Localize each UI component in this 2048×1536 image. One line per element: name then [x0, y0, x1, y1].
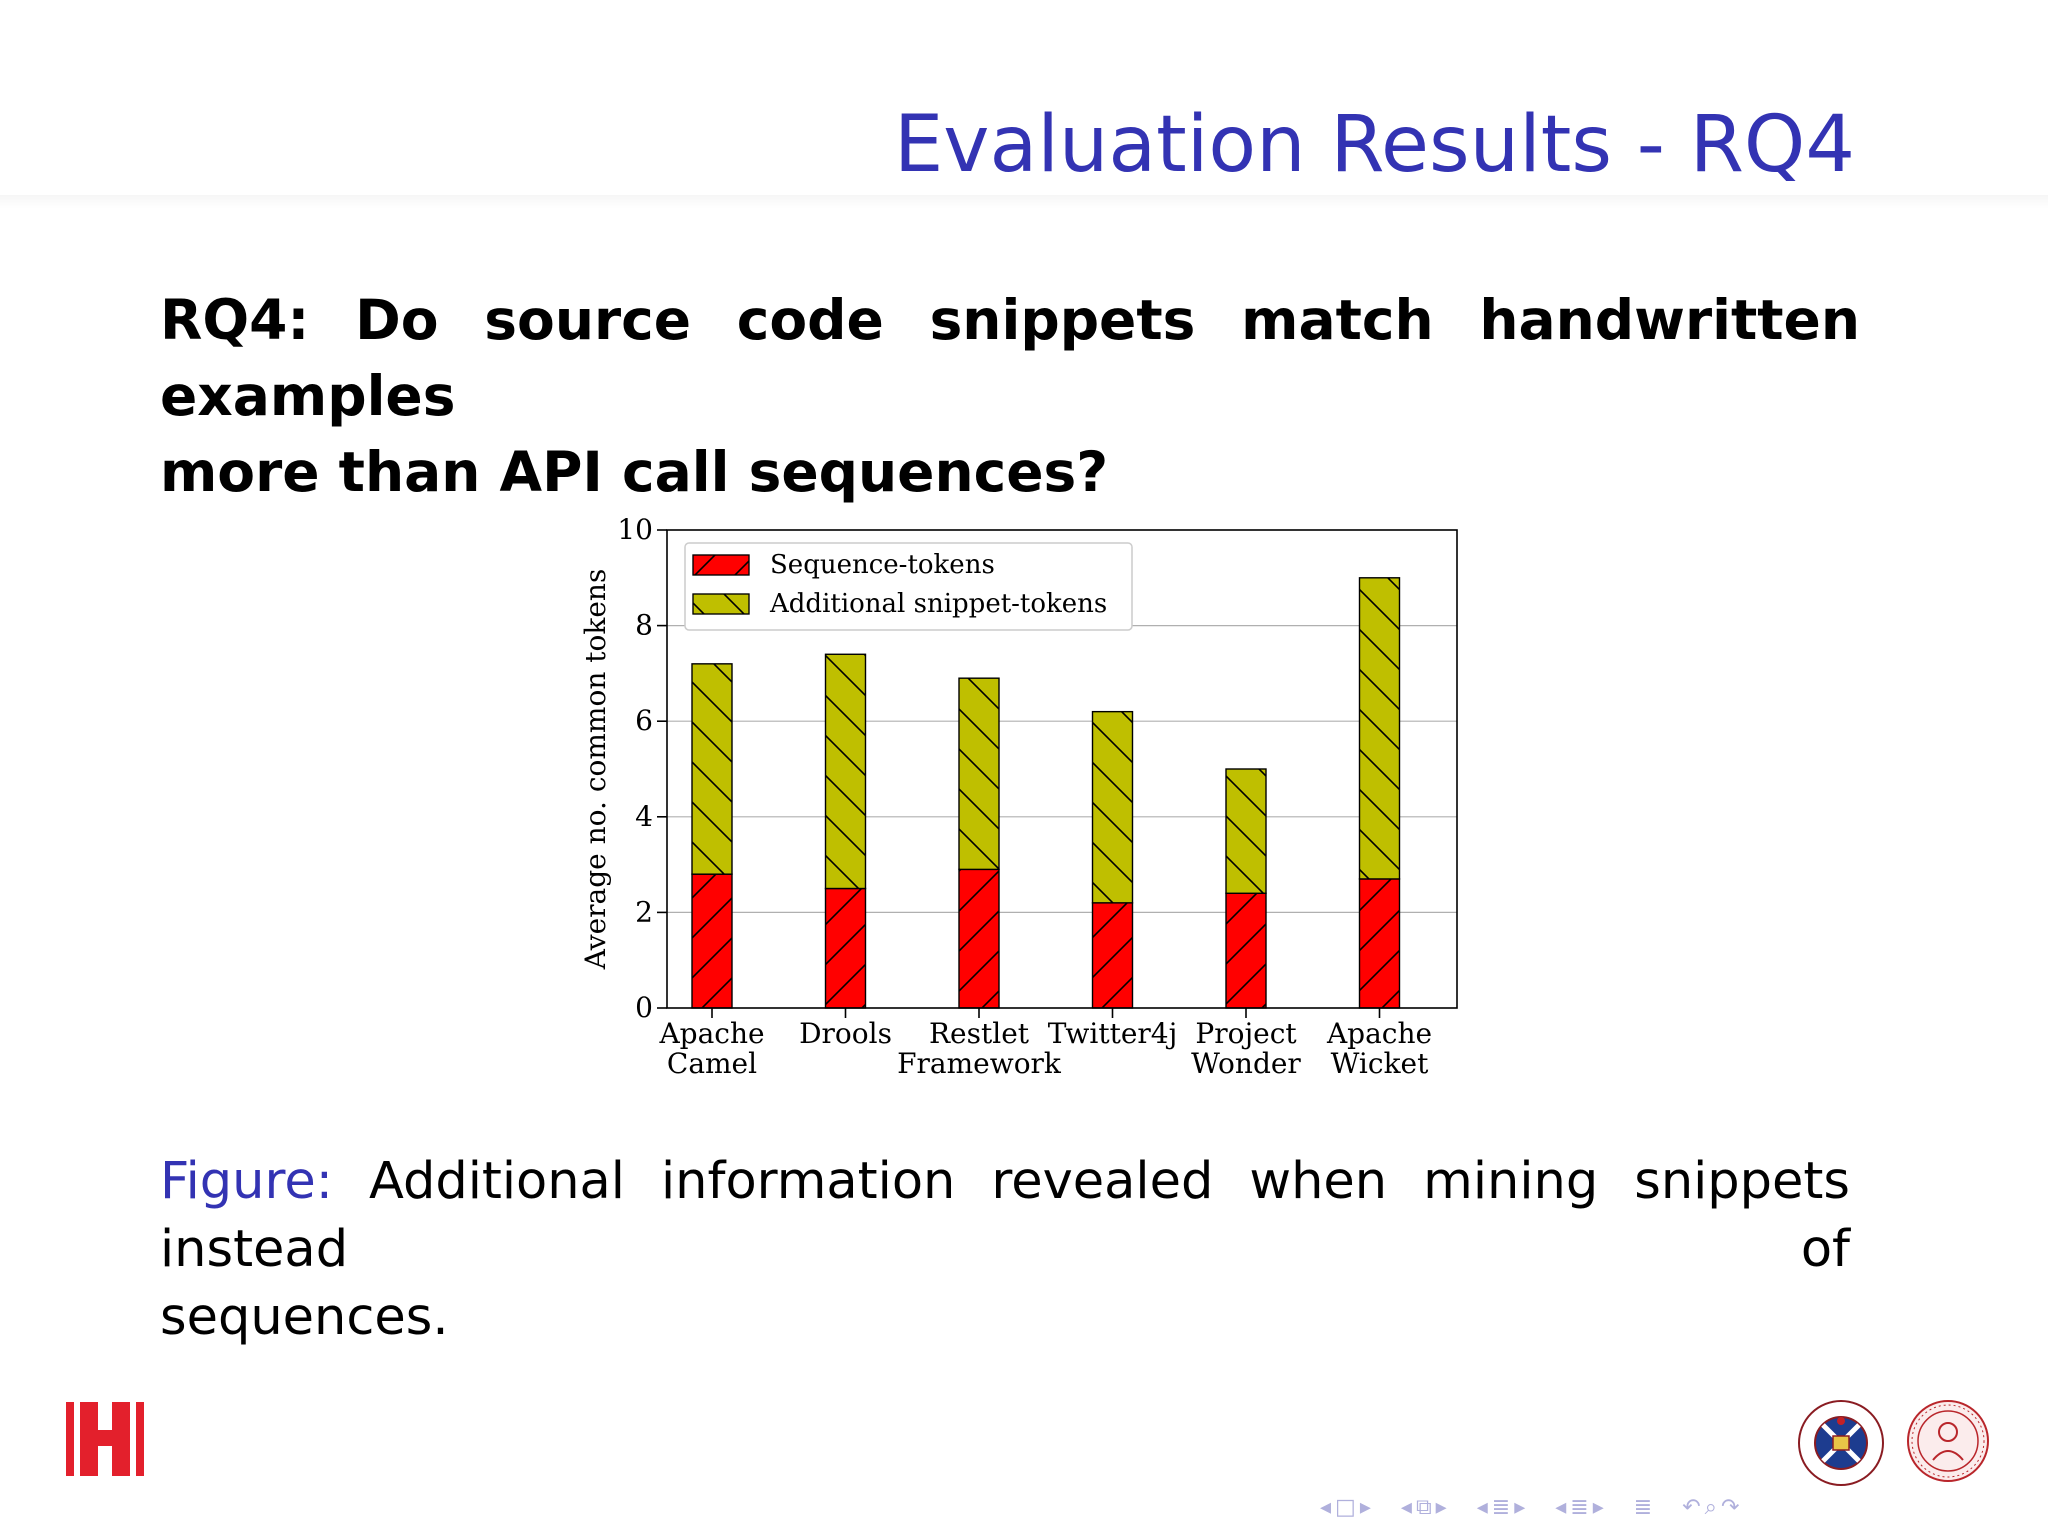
nav-next-icon[interactable]: ▸	[1514, 1494, 1526, 1520]
university-of-edinburgh-seal-icon	[1798, 1400, 1884, 1486]
y-tick-label: 8	[635, 609, 653, 642]
x-tick-label: Camel	[667, 1047, 757, 1080]
appendix-nav: ≣	[1634, 1495, 1652, 1520]
legend-label-snippet: Additional snippet-tokens	[769, 589, 1107, 619]
nav-next-icon[interactable]: ▸	[1435, 1494, 1447, 1520]
legend-swatch-snippet-hatch	[692, 593, 750, 615]
back-icon[interactable]: ↶	[1682, 1494, 1701, 1520]
subsection-icon[interactable]: ≣	[1570, 1494, 1589, 1520]
document-nav: ◂ ≣ ▸	[1555, 1495, 1604, 1520]
y-tick-label: 10	[617, 513, 653, 546]
bar-sequence-tokens-hatch	[824, 887, 867, 1009]
hilton-logo	[66, 1402, 144, 1476]
y-tick-label: 2	[635, 895, 653, 928]
x-tick-label: Framework	[897, 1047, 1062, 1080]
nav-next-icon[interactable]: ▸	[1359, 1494, 1371, 1520]
figure-caption: Figure: Additional information revealed …	[160, 1148, 1850, 1352]
research-question: RQ4: Do source code snippets match handw…	[160, 282, 1860, 510]
x-tick-label: Twitter4j	[1048, 1017, 1178, 1050]
beamer-navigation: ◂ □ ▸ ◂ ⧉ ▸ ◂ ≣ ▸ ◂ ≣ ▸ ≣ ↶ ⌕ ↷	[1320, 1490, 2030, 1524]
frame-nav: ◂ □ ▸	[1320, 1495, 1371, 1520]
forward-icon[interactable]: ↷	[1720, 1494, 1740, 1520]
question-line-2: more than API call sequences?	[160, 440, 1109, 504]
bars	[691, 577, 1401, 1009]
question-line-1: RQ4: Do source code snippets match handw…	[160, 288, 1860, 428]
x-tick-label: Wicket	[1331, 1047, 1429, 1080]
title-shadow	[0, 195, 2048, 209]
caption-line-1: Additional information revealed when min…	[160, 1152, 1850, 1279]
section-nav: ◂ ≣ ▸	[1477, 1495, 1526, 1520]
y-tick-label: 6	[635, 704, 653, 737]
section-icon[interactable]: ≣	[1491, 1494, 1511, 1520]
aristotle-university-seal-icon	[1907, 1400, 1989, 1482]
y-ticks: 0 2 4 6 8 10	[617, 513, 667, 1024]
nav-prev-icon[interactable]: ◂	[1400, 1494, 1412, 1520]
bar-snippet-tokens-hatch	[1091, 710, 1134, 904]
bar-snippet-tokens-hatch	[824, 653, 867, 890]
plot-frame	[666, 529, 1458, 1009]
nav-prev-icon[interactable]: ◂	[1476, 1494, 1488, 1520]
nav-prev-icon[interactable]: ◂	[1555, 1494, 1567, 1520]
nav-next-icon[interactable]: ▸	[1592, 1494, 1604, 1520]
bar-sequence-tokens-hatch	[1091, 902, 1134, 1009]
bar-sequence-tokens-hatch	[1358, 878, 1401, 1009]
appendix-icon[interactable]: ≣	[1633, 1494, 1653, 1520]
x-tick-label: Wonder	[1191, 1047, 1301, 1080]
legend: Sequence-tokens Additional snippet-token…	[684, 542, 1133, 631]
y-tick-label: 0	[635, 991, 653, 1024]
bar-sequence-tokens-hatch	[958, 868, 1000, 1009]
x-tick-label: Drools	[799, 1017, 892, 1050]
bar-snippet-tokens-hatch	[1225, 768, 1267, 894]
y-tick-label: 4	[635, 800, 653, 833]
subsection-nav: ◂ ⧉ ▸	[1401, 1495, 1447, 1520]
bar-snippet-tokens-hatch	[958, 677, 1000, 871]
x-tick-label: Apache	[658, 1017, 764, 1050]
search-icon[interactable]: ⌕	[1704, 1494, 1717, 1520]
legend-swatch-sequence-hatch	[692, 554, 750, 576]
x-tick-label: Restlet	[929, 1017, 1030, 1050]
back-search-nav: ↶ ⌕ ↷	[1682, 1495, 1739, 1520]
bar-sequence-tokens-hatch	[1225, 892, 1267, 1009]
nav-prev-icon[interactable]: ◂	[1320, 1494, 1332, 1520]
frame-icon[interactable]: □	[1335, 1494, 1356, 1520]
legend-box	[684, 542, 1133, 631]
bar-snippet-tokens-hatch	[691, 663, 733, 875]
grid-lines	[667, 624, 1457, 913]
bar-snippet-tokens-hatch	[1358, 577, 1401, 880]
caption-label: Figure:	[160, 1152, 333, 1211]
slide-title: Evaluation Results - RQ4	[894, 100, 1855, 190]
bar-sequence-tokens-hatch	[691, 873, 733, 1009]
x-tick-label: Apache	[1326, 1017, 1432, 1050]
slides-icon[interactable]: ⧉	[1415, 1494, 1432, 1520]
x-tick-label: Project	[1195, 1017, 1297, 1050]
caption-line-2: sequences.	[160, 1288, 449, 1347]
y-axis-label: Average no. common tokens	[579, 569, 612, 971]
legend-label-sequence: Sequence-tokens	[770, 550, 995, 580]
